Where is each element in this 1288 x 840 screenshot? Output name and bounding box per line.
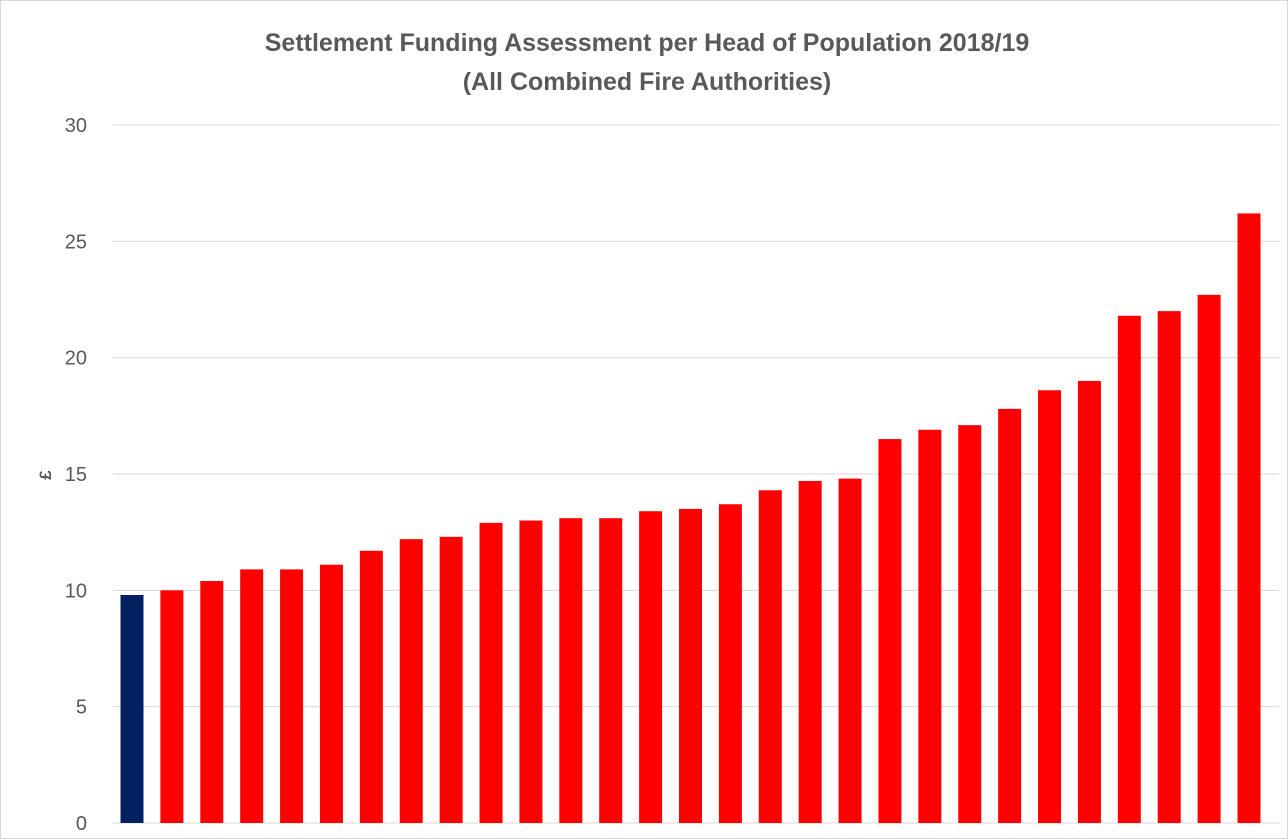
bar <box>758 490 782 823</box>
bar <box>359 550 383 823</box>
bar <box>1117 315 1141 823</box>
chart-subtitle: (All Combined Fire Authorities) <box>463 68 832 96</box>
bar <box>240 569 264 823</box>
y-axis-title: £ <box>36 470 55 480</box>
bar <box>200 581 224 823</box>
bar <box>399 539 423 823</box>
bar <box>958 425 982 823</box>
bar <box>718 504 742 823</box>
bar <box>319 564 343 823</box>
y-tick-label: 0 <box>76 813 87 835</box>
bar <box>918 429 942 823</box>
bar <box>998 408 1022 823</box>
bar <box>679 508 702 823</box>
bar <box>798 480 822 823</box>
bar <box>1077 380 1101 823</box>
bar <box>1237 213 1261 823</box>
bar <box>838 478 862 823</box>
bar <box>160 590 184 823</box>
bar <box>479 522 503 823</box>
y-tick-label: 25 <box>65 231 87 253</box>
y-tick-label: 10 <box>65 580 87 602</box>
bar <box>1038 390 1062 823</box>
y-tick-label: 30 <box>65 115 87 137</box>
bar <box>599 518 623 823</box>
bar <box>280 569 304 823</box>
y-tick-label: 15 <box>65 464 87 486</box>
chart-title: Settlement Funding Assessment per Head o… <box>265 29 1030 57</box>
highlighted-bar <box>120 594 144 823</box>
bar <box>639 511 663 823</box>
bar <box>878 439 902 823</box>
y-tick-label: 5 <box>76 697 87 719</box>
bar <box>519 520 543 823</box>
bar <box>439 536 463 823</box>
bar <box>559 518 583 823</box>
bar <box>1197 294 1221 823</box>
bars <box>120 213 1261 823</box>
bar <box>1157 311 1181 823</box>
y-axis-ticks: 0 5 10 15 20 25 30 <box>65 115 87 835</box>
y-tick-label: 20 <box>65 348 87 370</box>
